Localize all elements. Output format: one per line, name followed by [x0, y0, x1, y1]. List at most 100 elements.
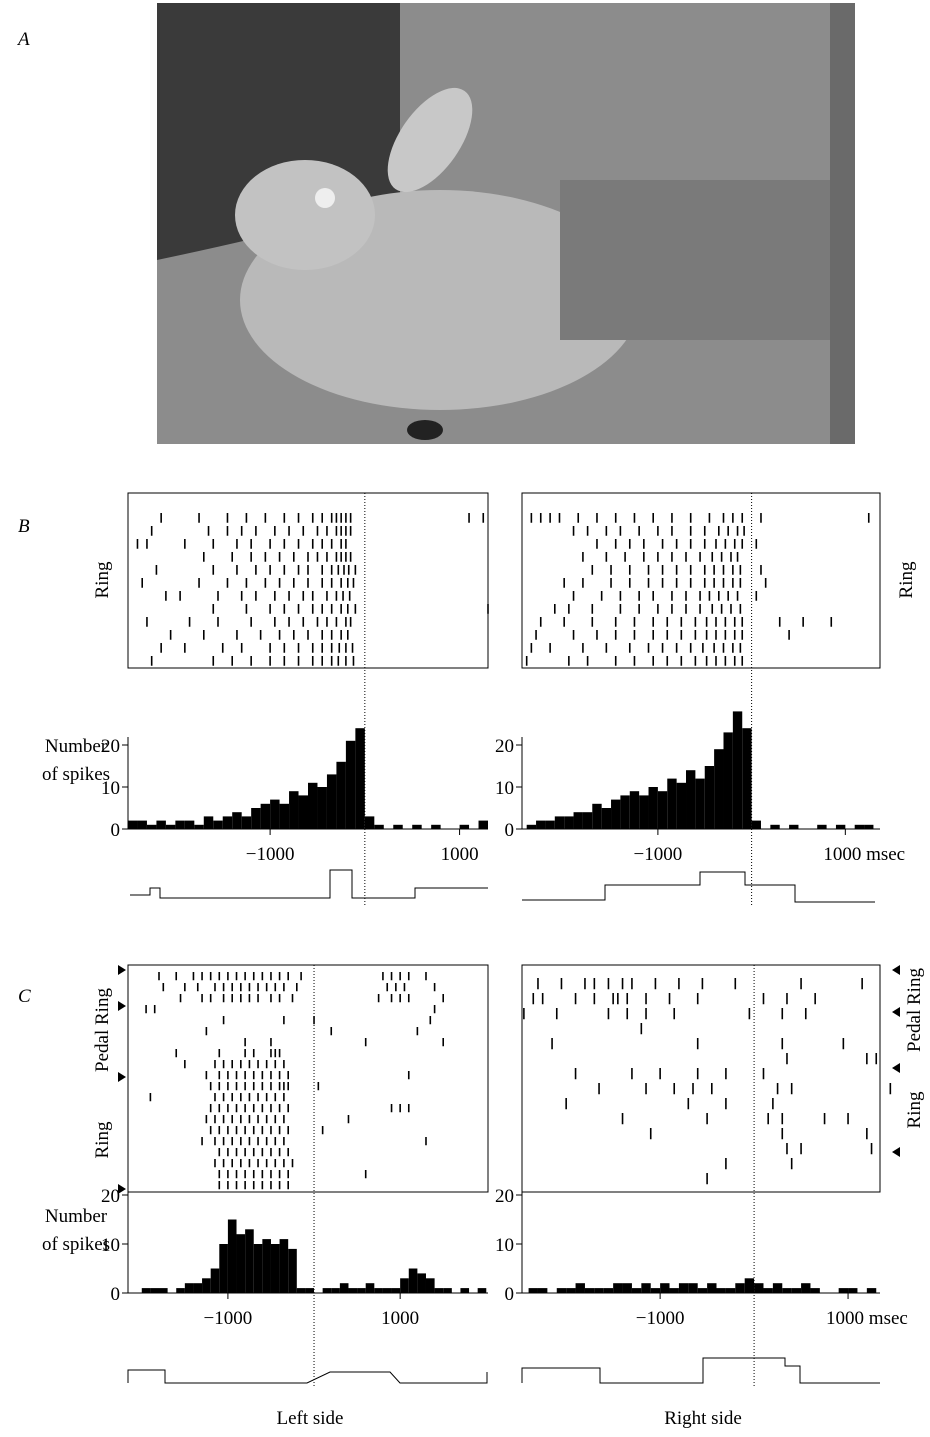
x-tick-label: 1000	[381, 1308, 419, 1329]
bar	[336, 761, 346, 829]
bar	[175, 820, 185, 829]
y-tick-label: 10	[101, 778, 120, 799]
bar	[331, 1288, 340, 1293]
bar	[716, 1288, 726, 1293]
x-tick-label: −1000	[246, 844, 295, 865]
x-tick-label: 1000 msec	[826, 1308, 908, 1329]
y-tick-label: 0	[111, 820, 121, 841]
bar	[193, 1283, 203, 1293]
bar	[848, 1288, 858, 1293]
bar	[137, 820, 147, 829]
bar	[431, 824, 441, 829]
bar	[305, 1288, 315, 1293]
bar	[459, 824, 470, 829]
x-tick-label: −1000	[634, 844, 683, 865]
y-label: Number	[45, 1206, 108, 1227]
behavior-trace	[127, 1369, 488, 1384]
bar	[279, 803, 290, 829]
x-tick-label: 1000	[441, 844, 479, 865]
bar	[695, 778, 705, 829]
raster-frame	[127, 492, 489, 669]
bar	[613, 1283, 623, 1293]
bar	[477, 1288, 487, 1293]
bar	[835, 824, 846, 829]
bar	[676, 782, 687, 829]
bar	[317, 787, 327, 829]
bar	[838, 1288, 849, 1293]
bar	[288, 1248, 297, 1293]
y-label: Number	[45, 736, 108, 757]
bar	[260, 803, 271, 829]
behavior-trace	[130, 869, 488, 899]
bar	[159, 1288, 168, 1293]
x-tick-label: −1000	[204, 1308, 253, 1329]
bar	[566, 1288, 576, 1293]
bar	[345, 740, 356, 829]
bar	[434, 1288, 444, 1293]
bar	[382, 1288, 392, 1293]
y-tick-label: 0	[111, 1284, 121, 1305]
bar	[686, 770, 696, 829]
bar	[714, 749, 724, 829]
raster-label: Pedal Ring	[904, 968, 925, 1052]
raster-label: Ring	[92, 561, 113, 598]
bar	[357, 1288, 366, 1293]
bar	[810, 1288, 820, 1293]
bar	[791, 1288, 802, 1293]
bar	[222, 816, 233, 829]
raster-label: Ring	[896, 561, 917, 598]
bar	[348, 1288, 358, 1293]
x-tick-label: 1000 msec	[823, 844, 905, 865]
y-label: of spikes	[42, 764, 110, 785]
x-label: Right side	[664, 1408, 742, 1429]
bar	[374, 824, 384, 829]
bar	[751, 820, 761, 829]
bar	[669, 1288, 679, 1293]
bar	[528, 1288, 538, 1293]
bar	[660, 1283, 670, 1293]
behavior-trace	[522, 871, 875, 903]
bar	[678, 1283, 689, 1293]
bar	[408, 1268, 418, 1293]
bar	[639, 795, 649, 829]
bar	[641, 1283, 651, 1293]
bar	[582, 812, 593, 829]
bar	[650, 1288, 661, 1293]
bar	[308, 782, 318, 829]
bar	[298, 795, 308, 829]
bar	[141, 1288, 151, 1293]
bar	[219, 1244, 228, 1293]
bar	[789, 824, 799, 829]
bar	[545, 820, 555, 829]
bar	[194, 824, 204, 829]
bar	[150, 1288, 160, 1293]
trial-markers	[118, 965, 900, 1194]
bar	[772, 1283, 783, 1293]
bar	[251, 808, 261, 829]
bar	[202, 1278, 211, 1293]
bar	[584, 1288, 595, 1293]
bar	[854, 824, 865, 829]
bar	[270, 1244, 280, 1293]
raster-label: Pedal Ring	[92, 988, 113, 1072]
bar	[592, 803, 602, 829]
bar	[253, 1244, 263, 1293]
bar	[460, 1288, 470, 1293]
raster-frame	[521, 492, 881, 669]
bar	[763, 1288, 773, 1293]
raster-label: Ring	[92, 1121, 113, 1158]
bar	[732, 711, 743, 829]
bar	[241, 816, 252, 829]
bar	[564, 816, 574, 829]
raster-label: Ring	[904, 1091, 925, 1128]
bar	[355, 728, 365, 829]
bar	[412, 824, 422, 829]
bar	[707, 1283, 717, 1293]
bar	[742, 728, 752, 829]
y-tick-label: 20	[101, 1186, 120, 1207]
raster-frame	[127, 964, 489, 1193]
photo	[157, 3, 855, 444]
bar	[425, 1278, 435, 1293]
bar	[227, 1219, 237, 1293]
